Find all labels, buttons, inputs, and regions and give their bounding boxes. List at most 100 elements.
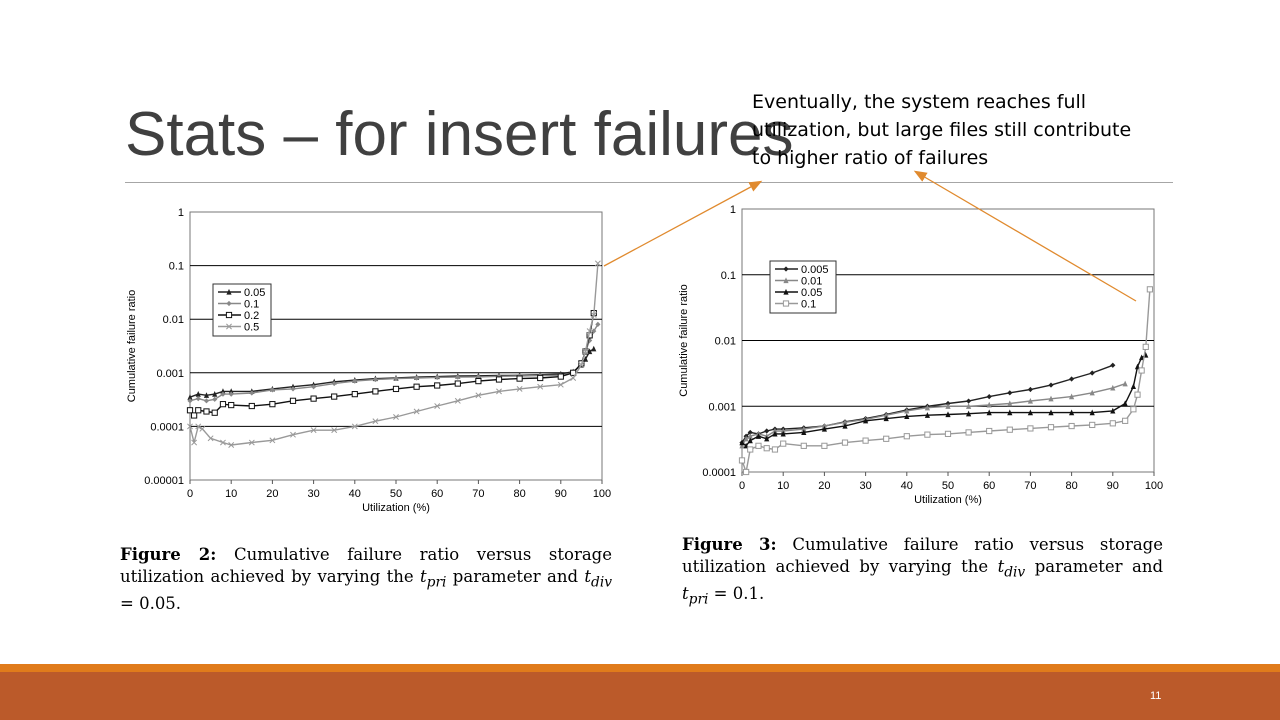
data-point — [1130, 406, 1137, 413]
data-point — [841, 439, 849, 446]
caption-var: t — [420, 567, 427, 586]
x-tick-label: 70 — [472, 488, 484, 500]
data-point — [1122, 380, 1128, 387]
data-point — [842, 419, 848, 425]
data-point — [1027, 397, 1033, 404]
x-tick-label: 90 — [1107, 480, 1119, 492]
plot-frame — [189, 211, 603, 481]
caption-line: utilization achieved by varying the — [120, 567, 414, 586]
data-point — [1146, 286, 1153, 293]
data-point — [945, 403, 951, 409]
data-point — [986, 409, 992, 416]
data-point — [1007, 390, 1013, 396]
data-point — [289, 397, 297, 404]
y-axis-label: Cumulative failure ratio — [126, 290, 138, 403]
figure-3-chart: 1 0.1 0.01 0.001 0.0001 0 10 20 30 40 50 60 70 80 90 10… — [670, 198, 1180, 528]
data-point — [191, 412, 198, 419]
data-point — [1027, 409, 1033, 416]
data-point — [220, 388, 226, 394]
data-point — [331, 393, 338, 400]
data-point — [743, 468, 750, 476]
y-tick-label: 1 — [178, 207, 184, 219]
data-point — [780, 430, 786, 437]
footer-bar — [0, 672, 1280, 720]
data-point — [1142, 343, 1149, 350]
data-point — [570, 375, 577, 381]
data-point — [924, 412, 930, 418]
legend-label: 0.005 — [801, 264, 829, 276]
data-point — [269, 401, 276, 408]
data-point — [1089, 421, 1096, 429]
y-tick-label: 0.1 — [169, 261, 184, 273]
series-line — [741, 383, 1126, 447]
data-point — [578, 362, 585, 368]
x-tick-label: 50 — [390, 488, 402, 500]
data-point — [1089, 389, 1095, 396]
data-point — [966, 403, 972, 409]
y-tick-label: 0.1 — [721, 270, 736, 282]
x-tick-label: 70 — [1024, 480, 1036, 492]
y-axis-label: Cumulative failure ratio — [678, 284, 690, 397]
data-point — [496, 388, 502, 395]
caption-eq: = 0.05. — [120, 594, 182, 614]
x-tick-label: 20 — [818, 480, 830, 492]
data-point — [801, 425, 807, 432]
data-point — [821, 442, 828, 449]
data-point — [228, 388, 234, 394]
data-point — [743, 435, 749, 442]
data-point — [904, 413, 910, 420]
data-point — [783, 277, 789, 284]
y-tick-label: 0.01 — [163, 314, 184, 326]
data-point — [739, 439, 745, 446]
data-point — [944, 430, 952, 437]
x-tick-label: 50 — [942, 480, 954, 492]
data-point — [1109, 420, 1116, 427]
data-point — [1069, 393, 1075, 400]
data-point — [780, 440, 787, 447]
data-point — [842, 422, 848, 429]
data-point — [747, 433, 753, 439]
data-point — [195, 407, 202, 414]
data-point — [821, 425, 827, 432]
figure-3-caption: Figure 3: Cumulative failure ratio versu… — [682, 534, 1163, 611]
data-point — [738, 457, 746, 464]
data-point — [771, 446, 779, 453]
y-tick-label: 0.0001 — [150, 421, 184, 433]
data-point — [821, 422, 827, 429]
caption-var: t — [682, 584, 689, 604]
data-point — [228, 442, 235, 448]
data-point — [1047, 424, 1055, 431]
data-point — [1122, 417, 1129, 424]
data-point — [800, 442, 807, 449]
data-point — [331, 427, 338, 434]
slide-number: 11 — [1150, 690, 1162, 702]
data-point — [903, 433, 910, 440]
data-point — [454, 397, 461, 404]
data-point — [1110, 407, 1116, 414]
data-point — [351, 391, 358, 398]
data-point — [783, 288, 789, 295]
data-point — [392, 385, 400, 393]
data-point — [924, 431, 931, 438]
data-point — [186, 407, 194, 414]
figure-2-chart: 1 0.1 0.01 0.001 0.0001 0.00001 0 10 20 30 40 50 60 7… — [118, 198, 628, 528]
data-point — [772, 427, 778, 434]
data-point — [1068, 422, 1075, 430]
data-point — [883, 412, 889, 418]
data-point — [331, 380, 337, 387]
data-point — [1027, 425, 1034, 432]
data-point — [883, 415, 889, 422]
y-tick-label: 1 — [730, 204, 736, 216]
footer-accent-bar — [0, 664, 1280, 672]
data-point — [219, 401, 227, 408]
x-tick-label: 30 — [307, 488, 319, 500]
series-line — [741, 354, 1147, 447]
data-point — [212, 391, 218, 397]
data-point — [904, 407, 910, 414]
x-tick-label: 20 — [266, 488, 278, 500]
data-point — [207, 435, 214, 442]
slide-title: Stats – for insert failures — [125, 100, 794, 169]
x-tick-label: 10 — [777, 480, 789, 492]
